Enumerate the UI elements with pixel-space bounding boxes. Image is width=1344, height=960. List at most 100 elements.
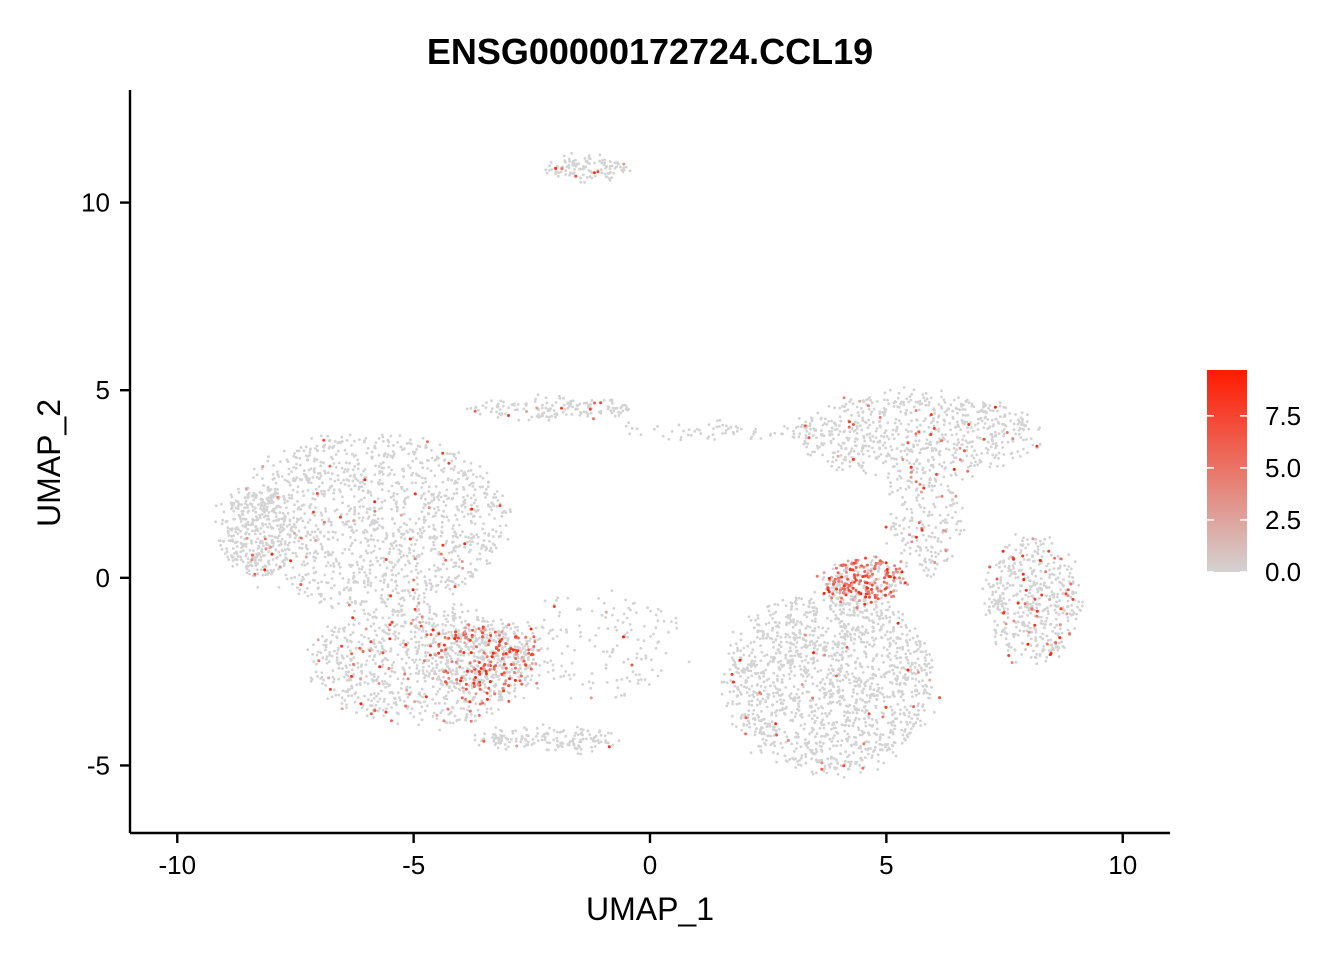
- cell-point: [506, 737, 509, 741]
- cell-point: [864, 708, 868, 712]
- cell-point: [283, 501, 287, 505]
- cell-point: [828, 765, 832, 769]
- cell-point: [903, 738, 907, 741]
- cell-point: [459, 603, 463, 607]
- cell-point: [380, 660, 384, 663]
- cell-point: [346, 601, 349, 604]
- cell-point: [812, 427, 816, 431]
- cell-point: [796, 688, 800, 691]
- cell-point: [786, 633, 790, 637]
- cell-point: [826, 627, 830, 630]
- cell-point: [451, 496, 454, 500]
- cell-point: [889, 721, 893, 724]
- cell-point: [513, 687, 517, 690]
- cell-point: [390, 666, 394, 670]
- cell-point: [751, 648, 755, 652]
- cell-point: [389, 649, 392, 653]
- cell-point: [415, 588, 419, 591]
- cell-point: [878, 412, 882, 415]
- cell-point: [778, 667, 781, 671]
- cell-point: [809, 597, 813, 601]
- cell-point: [418, 528, 422, 532]
- cell-point: [829, 762, 833, 766]
- cell-point: [476, 542, 480, 545]
- cell-point: [343, 699, 347, 702]
- cell-point: [869, 399, 873, 402]
- cell-point: [458, 688, 462, 692]
- cell-point: [820, 745, 823, 748]
- cell-point: [456, 554, 460, 558]
- cell-point: [871, 667, 875, 671]
- cell-point: [916, 713, 920, 716]
- cell-point: [910, 450, 914, 453]
- cell-point: [280, 475, 284, 478]
- cell-point: [323, 597, 326, 601]
- cell-point: [377, 453, 381, 457]
- cell-point: [893, 724, 897, 728]
- cell-point: [1008, 412, 1012, 415]
- cell-point: [811, 710, 814, 713]
- cell-point: [889, 445, 893, 448]
- cell-point: [324, 645, 328, 649]
- cell-point: [586, 729, 590, 733]
- cell-point: [975, 453, 979, 457]
- cell-point: [376, 700, 380, 703]
- cell-point: [427, 525, 431, 529]
- cell-point: [907, 485, 910, 488]
- cell-point: [347, 519, 350, 523]
- cell-point: [470, 521, 474, 525]
- cell-point: [950, 433, 954, 437]
- cell-point: [409, 711, 412, 715]
- cell-point: [322, 449, 326, 453]
- cell-point: [791, 697, 795, 701]
- cell-point: [375, 616, 378, 620]
- cell-point: [574, 747, 578, 750]
- cell-point: [844, 750, 847, 754]
- cell-point: [969, 421, 972, 424]
- cell-point: [322, 523, 325, 526]
- cell-point: [994, 453, 998, 457]
- cell-point: [497, 736, 501, 740]
- cell-point: [437, 498, 441, 502]
- cell-point: [793, 654, 797, 657]
- cell-point: [403, 575, 406, 579]
- cell-point: [779, 659, 783, 663]
- cell-point: [508, 508, 512, 511]
- cell-point: [396, 677, 400, 681]
- cell-point: [359, 602, 363, 606]
- cell-point: [833, 734, 836, 737]
- cell-point: [837, 640, 840, 644]
- cell-point: [808, 643, 812, 647]
- cell-point: [752, 626, 756, 630]
- cell-point: [352, 495, 356, 498]
- cell-point: [384, 657, 388, 661]
- cell-point: [340, 702, 344, 705]
- cell-point: [402, 506, 406, 509]
- cell-point: [542, 733, 546, 737]
- cell-point: [413, 635, 417, 639]
- cell-point: [760, 732, 764, 736]
- cell-point: [292, 454, 296, 458]
- cell-point: [860, 729, 864, 733]
- cell-point: [357, 640, 361, 644]
- cell-point: [284, 573, 288, 577]
- cell-point: [924, 659, 928, 662]
- cell-point: [806, 442, 810, 445]
- cell-point: [230, 503, 234, 507]
- cell-point: [831, 567, 835, 571]
- cell-point: [810, 730, 814, 734]
- cell-point: [848, 681, 852, 685]
- cell-point: [944, 505, 948, 509]
- cell-point: [397, 632, 401, 635]
- cell-point: [414, 521, 418, 525]
- cell-point: [426, 651, 430, 654]
- cell-point: [411, 459, 415, 463]
- cell-point: [964, 399, 968, 403]
- cell-point: [881, 593, 885, 597]
- cell-point: [824, 630, 828, 634]
- cell-point: [414, 457, 418, 460]
- cell-point: [404, 661, 408, 665]
- cell-point: [923, 688, 926, 692]
- cell-point: [808, 732, 812, 736]
- cell-point: [805, 675, 809, 678]
